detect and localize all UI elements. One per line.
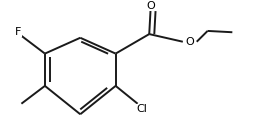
Text: F: F — [15, 27, 21, 37]
Text: Cl: Cl — [137, 104, 148, 114]
Text: O: O — [146, 1, 155, 11]
Text: O: O — [185, 37, 194, 47]
